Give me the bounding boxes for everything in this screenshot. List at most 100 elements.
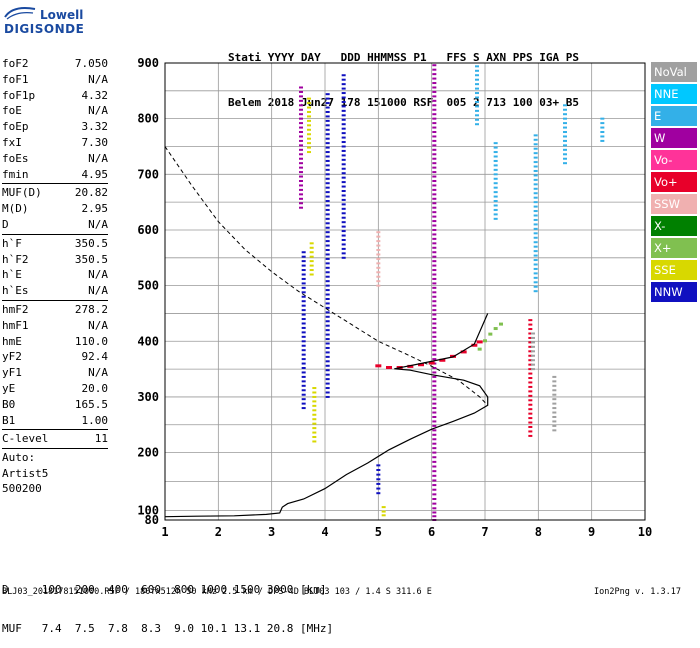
echo-point	[325, 378, 330, 381]
echo-point	[376, 262, 381, 265]
echo-point	[432, 502, 437, 505]
legend-item-w: W	[651, 128, 697, 148]
echo-point	[341, 216, 346, 219]
echo-point	[432, 460, 437, 463]
param-value: 350.5	[74, 236, 108, 250]
echo-point	[307, 102, 311, 105]
echo-point	[432, 335, 437, 338]
echo-point	[301, 260, 306, 263]
echo-point	[432, 438, 437, 441]
echo-point	[299, 188, 303, 191]
echo-point	[552, 375, 557, 378]
x-tick-label: 8	[535, 525, 542, 539]
muf-dashed-curve	[164, 146, 489, 406]
echo-point	[325, 93, 330, 96]
echo-point	[307, 106, 311, 109]
echo-point	[325, 102, 330, 105]
echo-point	[341, 145, 346, 148]
echo-point	[475, 123, 479, 126]
echo-point	[533, 143, 538, 146]
echo-point	[552, 407, 557, 410]
echo-point	[325, 346, 330, 349]
echo-point	[493, 155, 498, 158]
echo-point	[301, 331, 306, 334]
echo-point	[301, 344, 306, 347]
echo-point	[376, 235, 381, 238]
param-row: B1 1.00	[2, 413, 108, 429]
echo-point	[552, 402, 557, 405]
echo-point	[475, 100, 479, 103]
echo-point	[432, 304, 437, 307]
echo-point	[301, 358, 306, 361]
echo-point	[301, 349, 306, 352]
x-trace-point	[483, 339, 487, 343]
header-columns: Stati YYYY DAY DDD HHMMSS P1 FFS S AXN P…	[228, 51, 579, 64]
echo-point	[533, 223, 538, 226]
echo-point	[432, 135, 437, 138]
echo-point	[376, 487, 381, 490]
echo-point	[600, 122, 605, 125]
chart-grid	[164, 62, 646, 521]
echo-point	[528, 328, 533, 331]
param-divider	[2, 299, 108, 301]
echo-point	[533, 245, 538, 248]
param-name: C-level	[2, 432, 49, 446]
echo-points	[299, 64, 605, 521]
echo-point	[301, 309, 306, 312]
echo-point	[307, 119, 311, 122]
echo-point	[432, 117, 437, 120]
param-value: 278.2	[74, 302, 108, 316]
echo-point	[325, 391, 330, 394]
echo-point	[376, 482, 381, 485]
echo-point	[493, 208, 498, 211]
echo-point	[493, 168, 498, 171]
echo-point	[325, 222, 330, 225]
echo-point	[325, 329, 330, 332]
echo-point	[341, 114, 346, 117]
echo-point	[325, 271, 330, 274]
echo-point	[533, 218, 538, 221]
echo-point	[376, 284, 381, 287]
echo-point	[341, 252, 346, 255]
echo-point	[312, 440, 317, 443]
scaled-parameters-panel: foF2 7.050 foF1 N/A foF1p 4.32 foE N/A foEp 3.32 f…	[2, 56, 108, 497]
trace-curves	[164, 146, 489, 518]
echo-point	[376, 478, 381, 481]
echo-point	[376, 249, 381, 252]
echo-point	[341, 225, 346, 228]
echo-point	[533, 183, 538, 186]
echo-point	[325, 293, 330, 296]
echo-point	[432, 349, 437, 352]
echo-point	[432, 175, 437, 178]
echo-point	[432, 470, 437, 473]
echo-point	[325, 146, 330, 149]
echo-point	[341, 132, 346, 135]
echo-point	[376, 271, 381, 274]
echo-point	[432, 64, 437, 67]
echo-point	[325, 231, 330, 234]
echo-point	[493, 151, 498, 154]
echo-point	[563, 104, 567, 107]
echo-point	[341, 230, 346, 233]
echo-point	[475, 87, 479, 90]
echo-point	[432, 68, 437, 71]
echo-point	[325, 177, 330, 180]
echo-point	[475, 114, 479, 117]
echo-point	[325, 364, 330, 367]
o-trace-point	[375, 364, 382, 368]
station-header: Stati YYYY DAY DDD HHMMSS P1 FFS S AXN P…	[228, 20, 579, 125]
param-value: 110.0	[74, 334, 108, 348]
echo-point	[493, 164, 498, 167]
param-name: hmF1	[2, 318, 29, 332]
echo-point	[341, 149, 346, 152]
echo-point	[325, 200, 330, 203]
echo-point	[531, 345, 535, 348]
echo-point	[432, 86, 437, 89]
echo-point	[301, 367, 306, 370]
muf-table-muf-row: MUF 7.4 7.5 7.8 8.3 9.0 10.1 13.1 20.8 […	[2, 622, 334, 635]
legend-item-noval: NoVal	[651, 62, 697, 82]
echo-point	[299, 166, 303, 169]
echo-point	[325, 387, 330, 390]
echo-point	[528, 434, 533, 437]
echo-point	[533, 210, 538, 213]
